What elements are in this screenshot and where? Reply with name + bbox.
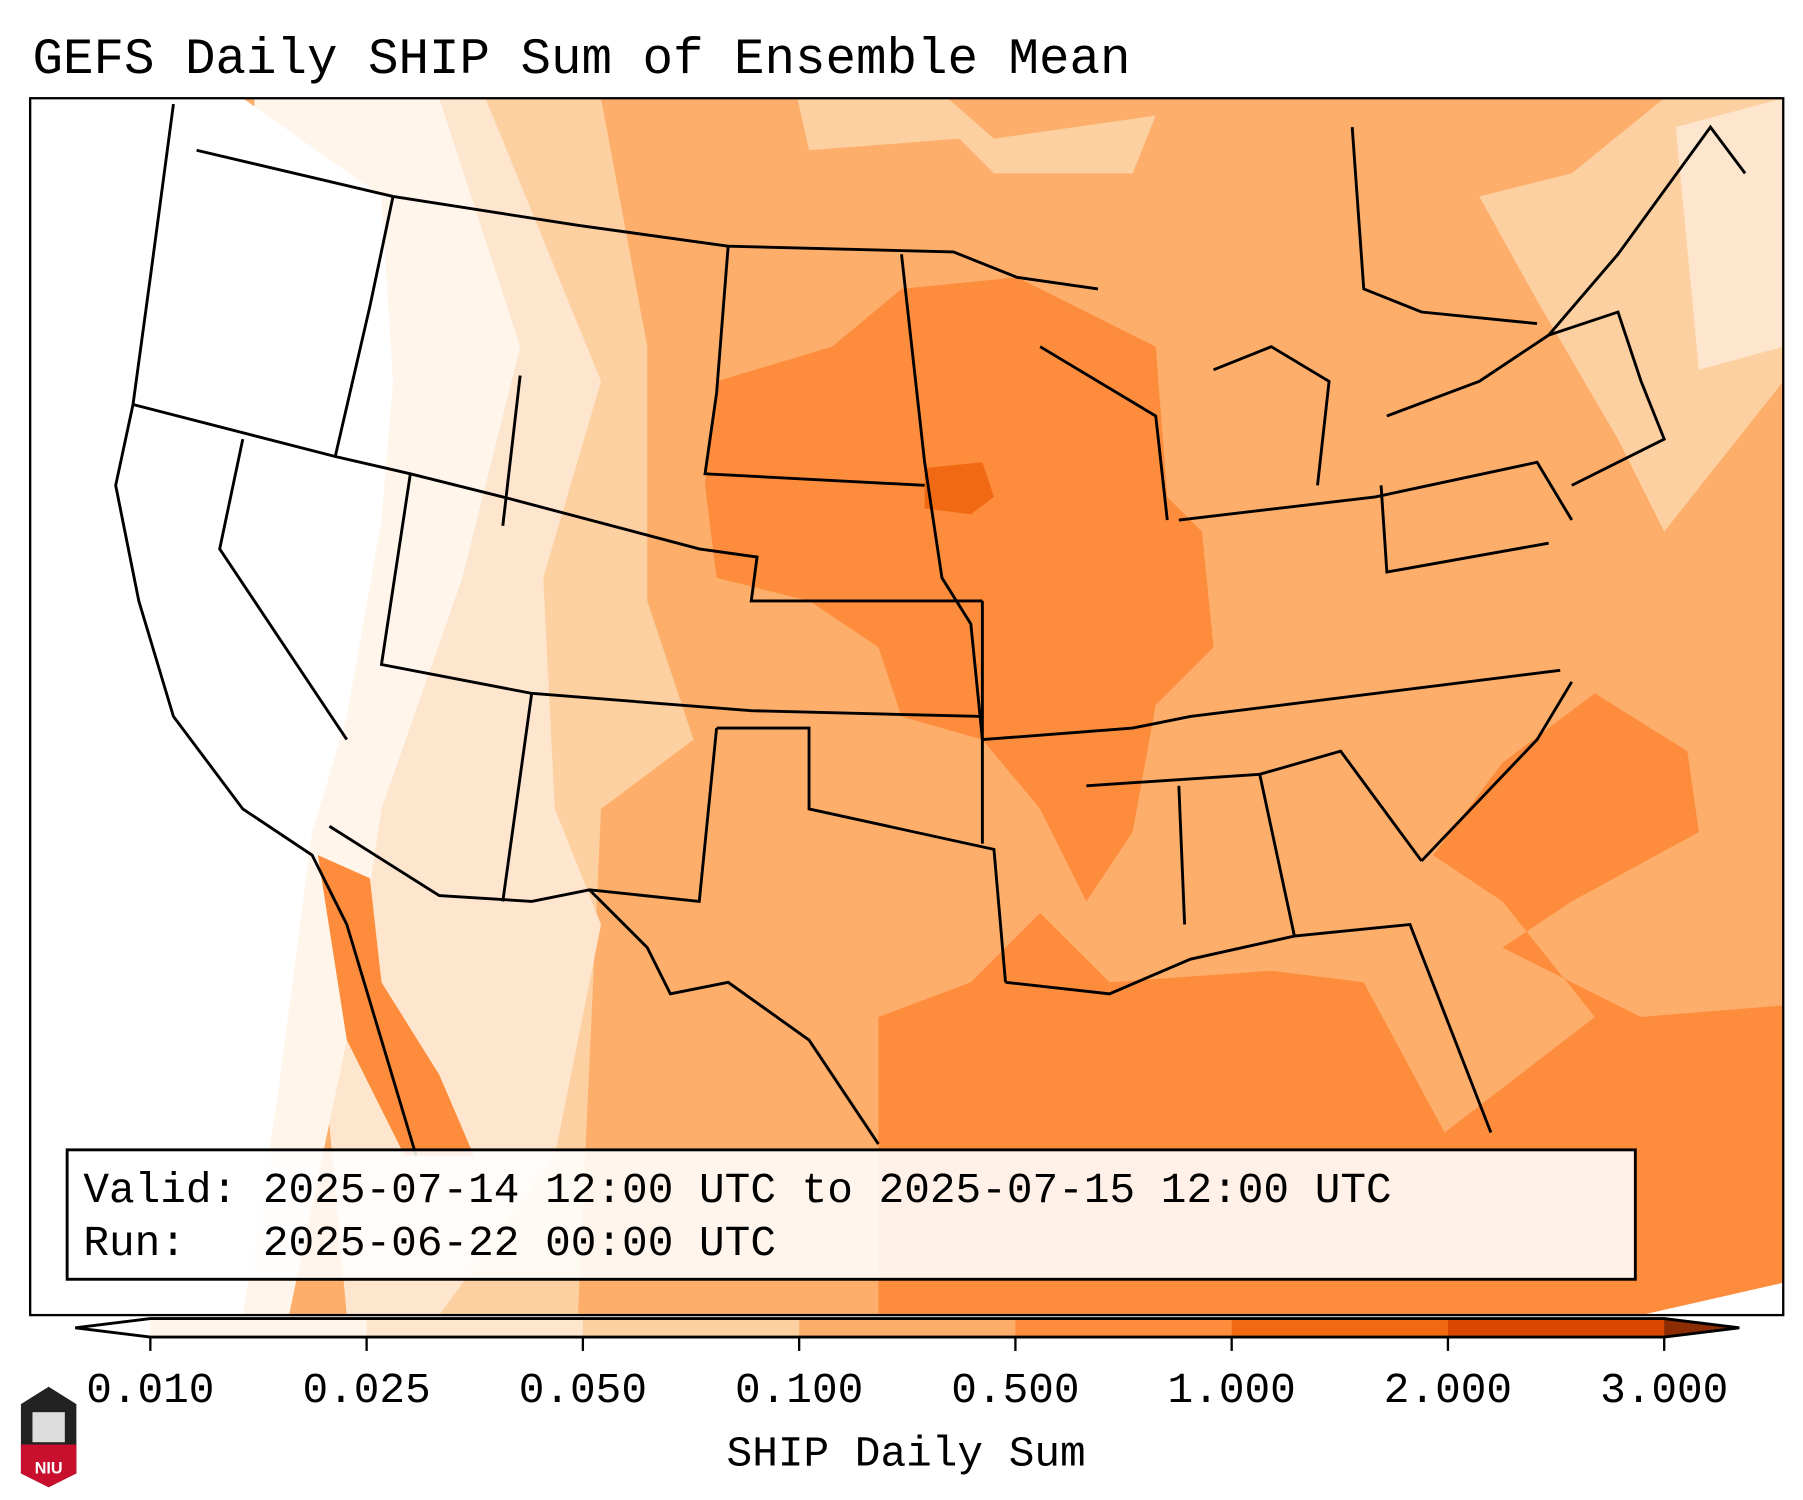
info-box: Valid: 2025-07-14 12:00 UTC to 2025-07-1… xyxy=(65,1148,1637,1281)
map xyxy=(30,98,1784,1316)
colorbar-segment xyxy=(1231,1318,1449,1338)
colorbar-segment xyxy=(1015,1318,1233,1338)
field-mexico-0.5-1 xyxy=(317,855,474,1156)
colorbar-tick-label: 0.025 xyxy=(302,1366,430,1415)
colorbar-segment xyxy=(150,1318,368,1338)
map-frame xyxy=(29,97,1785,1317)
colorbar-tick-label: 0.100 xyxy=(735,1366,863,1415)
colorbar-extend-max xyxy=(1664,1318,1740,1338)
colorbar-segment xyxy=(799,1318,1016,1338)
colorbar-segment xyxy=(1447,1318,1665,1338)
svg-text:NIU: NIU xyxy=(35,1459,63,1477)
field-below-0.01 xyxy=(30,98,394,1316)
colorbar-tick-label: 3.000 xyxy=(1600,1366,1728,1415)
colorbar-tick-label: 2.000 xyxy=(1384,1366,1512,1415)
run-time-text: Run: 2025-06-22 00:00 UTC xyxy=(83,1219,776,1268)
field-ne-paler xyxy=(1675,98,1784,370)
field-1-2 xyxy=(924,462,994,515)
state-borders xyxy=(114,103,1747,1157)
niu-logo: NIU xyxy=(20,1386,77,1488)
figure-title: GEFS Daily SHIP Sum of Ensemble Mean xyxy=(32,32,1130,89)
colorbar-tick-label: 0.010 xyxy=(86,1366,214,1415)
colorbar: 0.010 0.025 0.050 0.100 0.500 1.000 2.000 3.000 xyxy=(75,1317,1740,1415)
colorbar-label: SHIP Daily Sum xyxy=(727,1429,1086,1478)
colorbar-segment xyxy=(582,1318,800,1338)
colorbar-tick-label: 1.000 xyxy=(1168,1366,1296,1415)
colorbar-extend-min xyxy=(75,1318,151,1338)
field-nd-pale xyxy=(797,98,1156,174)
field-midwest-0.5-1 xyxy=(705,277,1214,902)
colorbar-tick-label: 0.500 xyxy=(951,1366,1079,1415)
colorbar-tick-label: 0.050 xyxy=(519,1366,647,1415)
colorbar-segment xyxy=(366,1318,584,1338)
valid-time-text: Valid: 2025-07-14 12:00 UTC to 2025-07-1… xyxy=(83,1166,1391,1215)
